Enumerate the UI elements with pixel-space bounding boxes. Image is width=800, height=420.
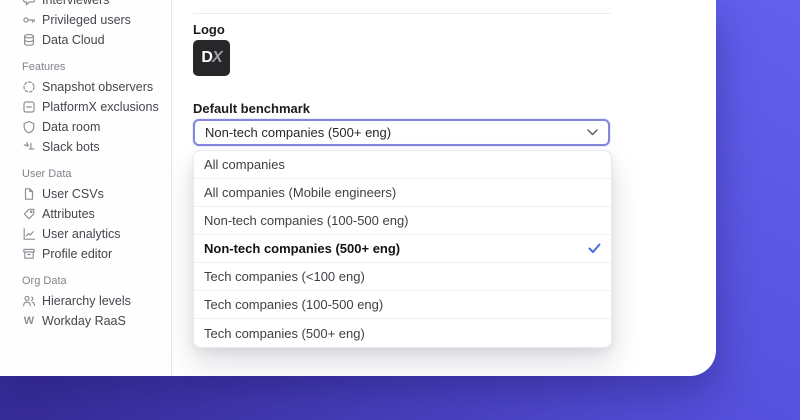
sidebar-section-features: Features <box>22 61 66 73</box>
tag-icon <box>22 207 36 221</box>
sidebar-item-label: User analytics <box>42 227 121 241</box>
sidebar-item-platformx-exclusions[interactable]: PlatformX exclusions <box>22 97 171 117</box>
sidebar-item-data-room[interactable]: Data room <box>22 117 171 137</box>
sidebar-item-label: Privileged users <box>42 13 131 27</box>
dx-logo-x: X <box>211 49 223 66</box>
benchmark-select[interactable]: Non-tech companies (500+ eng) <box>193 119 610 146</box>
dropdown-option-selected[interactable]: Non-tech companies (500+ eng) <box>194 235 611 263</box>
sidebar-section-user-data: User Data <box>22 168 72 180</box>
sidebar-item-label: Slack bots <box>42 140 100 154</box>
workday-icon: W <box>23 315 35 327</box>
sidebar-item-label: Hierarchy levels <box>42 294 131 308</box>
sidebar: Interviewers Privileged users Data Cloud… <box>0 0 172 376</box>
file-icon <box>22 187 36 201</box>
sidebar-section-org-data: Org Data <box>22 275 67 287</box>
users-icon <box>22 294 36 308</box>
database-icon <box>22 33 36 47</box>
check-icon <box>588 243 601 253</box>
sidebar-item-slack-bots[interactable]: Slack bots <box>22 137 171 157</box>
sidebar-item-workday-raas[interactable]: W Workday RaaS <box>22 311 171 331</box>
sidebar-item-label: Workday RaaS <box>42 314 126 328</box>
benchmark-select-value: Non-tech companies (500+ eng) <box>205 125 392 140</box>
logo-label: Logo <box>193 22 225 37</box>
sidebar-item-label: Snapshot observers <box>42 80 154 94</box>
sidebar-item-user-analytics[interactable]: User analytics <box>22 224 171 244</box>
section-divider <box>193 13 610 14</box>
sidebar-item-label: Interviewers <box>42 0 110 7</box>
sidebar-item-snapshot-observers[interactable]: Snapshot observers <box>22 77 171 97</box>
dropdown-option[interactable]: Tech companies (<100 eng) <box>194 263 611 291</box>
sidebar-item-label: Data room <box>42 120 101 134</box>
minus-square-icon <box>22 100 36 114</box>
sidebar-item-label: User CSVs <box>42 187 104 201</box>
sidebar-item-privileged-users[interactable]: Privileged users <box>22 10 171 30</box>
sidebar-item-label: Data Cloud <box>42 33 105 47</box>
sidebar-item-label: Attributes <box>42 207 95 221</box>
sidebar-item-label: Profile editor <box>42 247 113 261</box>
settings-card: Interviewers Privileged users Data Cloud… <box>0 0 612 376</box>
aperture-icon <box>22 80 36 94</box>
shield-icon <box>22 120 36 134</box>
sidebar-item-interviewers[interactable]: Interviewers <box>22 0 171 10</box>
key-icon <box>22 13 36 27</box>
sidebar-item-user-csvs[interactable]: User CSVs <box>22 184 171 204</box>
benchmark-label: Default benchmark <box>193 101 311 116</box>
dx-logo-d: D <box>201 49 213 66</box>
chevron-down-icon <box>587 129 598 136</box>
dropdown-option[interactable]: Tech companies (500+ eng) <box>194 319 611 347</box>
sidebar-item-attributes[interactable]: Attributes <box>22 204 171 224</box>
chart-icon <box>22 227 36 241</box>
slack-icon <box>22 140 36 154</box>
archive-icon <box>22 247 36 261</box>
benchmark-dropdown: All companies All companies (Mobile engi… <box>193 150 612 348</box>
chat-icon <box>22 0 36 7</box>
sidebar-item-data-cloud[interactable]: Data Cloud <box>22 30 171 50</box>
dropdown-option[interactable]: Tech companies (100-500 eng) <box>194 291 611 319</box>
dropdown-option[interactable]: All companies <box>194 151 611 179</box>
sidebar-item-label: PlatformX exclusions <box>42 100 159 114</box>
sidebar-item-profile-editor[interactable]: Profile editor <box>22 244 171 264</box>
dropdown-option[interactable]: Non-tech companies (100-500 eng) <box>194 207 611 235</box>
sidebar-item-hierarchy-levels[interactable]: Hierarchy levels <box>22 291 171 311</box>
sidebar-nav: Interviewers Privileged users Data Cloud… <box>0 0 171 331</box>
dropdown-option[interactable]: All companies (Mobile engineers) <box>194 179 611 207</box>
